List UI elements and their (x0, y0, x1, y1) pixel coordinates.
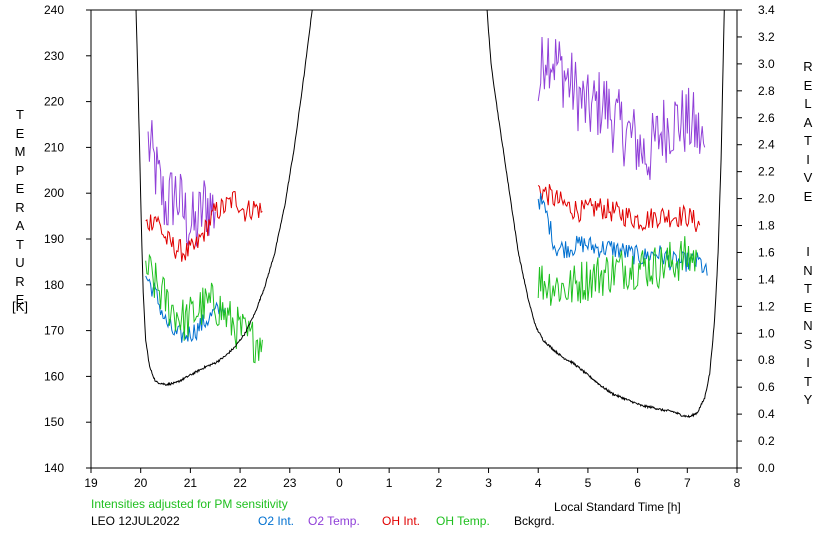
series-line-bckgrd (486, 10, 725, 419)
y-right-tick-label: 2.0 (758, 192, 775, 206)
station-date-label: LEO 12JUL2022 (91, 514, 180, 528)
x-tick-label: 4 (535, 476, 542, 490)
y-right-tick-label: 3.0 (758, 57, 775, 71)
sensitivity-note: Intensities adjusted for PM sensitivity (91, 497, 288, 511)
y-right-tick-label: 1.4 (758, 272, 775, 286)
series-line-bckgrd (135, 10, 313, 387)
legend-o2-int: O2 Int. (258, 514, 295, 528)
y-right-tick-label: 0.6 (758, 380, 775, 394)
legend-oh-int: OH Int. (382, 514, 421, 528)
x-tick-label: 8 (734, 476, 741, 490)
x-tick-label: 7 (684, 476, 691, 490)
y-right-tick-label: 2.8 (758, 84, 775, 98)
y-left-tick-label: 160 (44, 369, 64, 383)
right-axis-title: R E L A T I V E I N T E N S I T Y (803, 59, 813, 407)
y-right-tick-label: 3.4 (758, 3, 775, 17)
y-right-tick-label: 1.0 (758, 326, 775, 340)
left-axis-title: T E M P E R A T U R E (14, 107, 26, 307)
x-tick-label: 2 (436, 476, 443, 490)
x-tick-label: 6 (634, 476, 641, 490)
y-left-tick-label: 200 (44, 186, 64, 200)
y-left-tick-label: 140 (44, 461, 64, 475)
y-right-tick-label: 3.2 (758, 30, 775, 44)
x-tick-label: 22 (233, 476, 247, 490)
series-line-oh-temp (145, 253, 263, 364)
x-axis-title: Local Standard Time [h] (554, 500, 681, 514)
x-tick-label: 23 (283, 476, 297, 490)
left-axis-unit: [K] (12, 299, 28, 314)
x-tick-label: 0 (336, 476, 343, 490)
legend-o2-temp: O2 Temp. (308, 514, 360, 528)
y-right-tick-label: 2.6 (758, 111, 775, 125)
x-tick-label: 3 (485, 476, 492, 490)
y-left-tick-label: 170 (44, 324, 64, 338)
x-tick-label: 20 (134, 476, 148, 490)
y-right-tick-label: 0.2 (758, 434, 775, 448)
y-right-tick-label: 0.8 (758, 353, 775, 367)
y-right-tick-label: 0.4 (758, 407, 775, 421)
series-line-o2-temp (147, 120, 216, 247)
y-right-tick-label: 2.2 (758, 165, 775, 179)
legend-bckgrd: Bckgrd. (514, 514, 555, 528)
y-left-tick-label: 150 (44, 415, 64, 429)
series-line-o2-temp (537, 36, 706, 180)
legend-oh-temp: OH Temp. (436, 514, 490, 528)
y-left-tick-label: 230 (44, 49, 64, 63)
y-left-tick-label: 190 (44, 232, 64, 246)
y-right-tick-label: 1.8 (758, 219, 775, 233)
y-right-tick-label: 1.2 (758, 299, 775, 313)
y-left-tick-label: 210 (44, 140, 64, 154)
x-tick-label: 21 (184, 476, 198, 490)
x-tick-label: 19 (84, 476, 98, 490)
series-line-oh-int (145, 190, 263, 262)
y-left-tick-label: 220 (44, 95, 64, 109)
series-line-o2-int (145, 275, 226, 343)
x-tick-label: 5 (585, 476, 592, 490)
series-line-o2-int (537, 193, 708, 276)
y-right-tick-label: 1.6 (758, 245, 775, 259)
y-left-tick-label: 240 (44, 3, 64, 17)
y-left-tick-label: 180 (44, 278, 64, 292)
y-right-tick-label: 0.0 (758, 461, 775, 475)
series-line-oh-temp (537, 236, 698, 306)
y-right-tick-label: 2.4 (758, 138, 775, 152)
series-line-oh-int (537, 184, 701, 233)
x-tick-label: 1 (386, 476, 393, 490)
